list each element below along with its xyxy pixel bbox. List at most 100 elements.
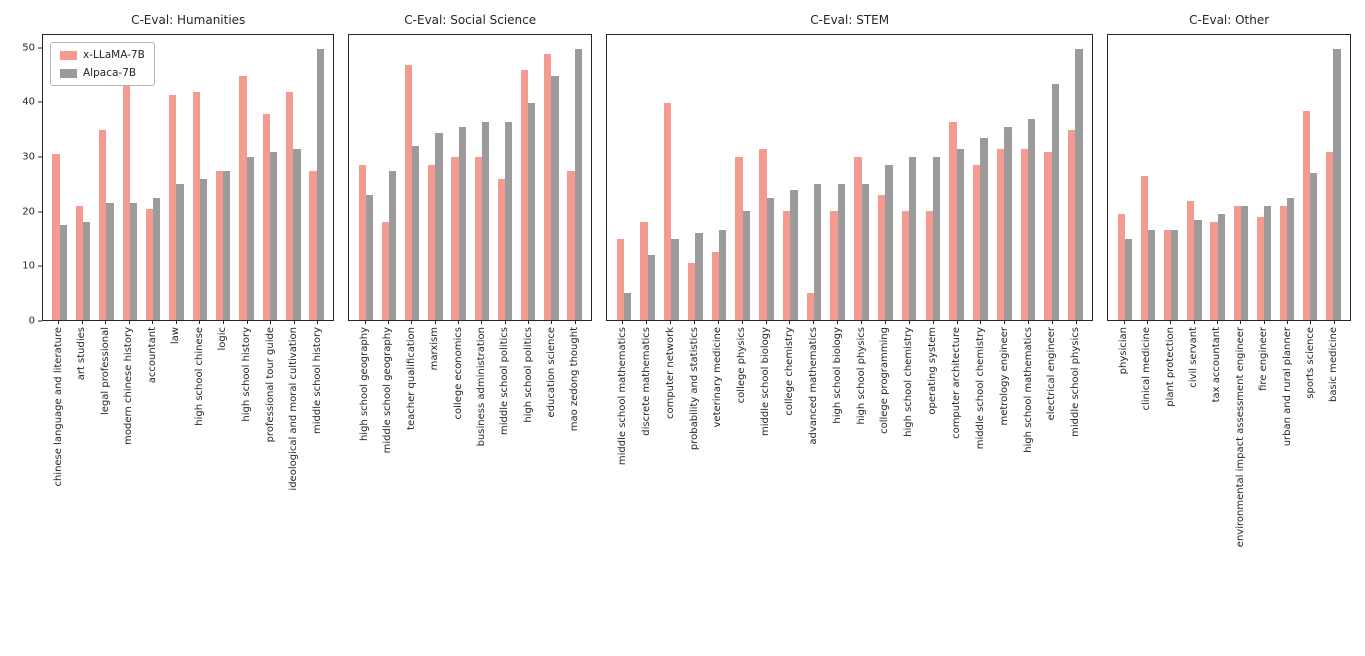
bar-x-LLaMA-7B xyxy=(1233,206,1241,320)
bar-x-LLaMA-7B xyxy=(99,130,107,320)
x-tick: high school chinese xyxy=(188,321,212,591)
bar-group xyxy=(517,35,540,320)
y-tick-label: 0 xyxy=(28,315,35,327)
plot-area xyxy=(348,34,593,321)
bar-group xyxy=(540,35,563,320)
bar-x-LLaMA-7B xyxy=(262,113,270,320)
bar-Alpaca-7B xyxy=(1004,127,1012,320)
x-tick-mark xyxy=(908,321,910,324)
y-tick: 30 xyxy=(22,152,42,163)
bars-container xyxy=(349,35,591,320)
subplot-other: C-Eval: Other physician clinical medicine… xyxy=(1107,10,1352,591)
x-tick: law xyxy=(165,321,189,591)
bar-Alpaca-7B xyxy=(1194,219,1202,320)
bar-x-LLaMA-7B xyxy=(309,170,317,320)
x-tick-mark xyxy=(364,321,366,324)
bar-Alpaca-7B xyxy=(1171,230,1179,320)
x-tick-label: legal professional xyxy=(99,327,111,415)
bar-x-LLaMA-7B xyxy=(567,170,575,320)
bar-Alpaca-7B xyxy=(153,197,161,320)
bar-x-LLaMA-7B xyxy=(192,92,200,320)
bar-Alpaca-7B xyxy=(59,225,67,320)
x-tick-mark xyxy=(884,321,886,324)
x-tick: art studies xyxy=(71,321,95,591)
x-tick-label: college physics xyxy=(736,327,748,404)
bar-x-LLaMA-7B xyxy=(1020,149,1028,320)
x-tick: college physics xyxy=(730,321,754,591)
x-tick-mark xyxy=(813,321,815,324)
bar-x-LLaMA-7B xyxy=(640,222,648,320)
x-tick: probability and statistics xyxy=(683,321,707,591)
x-tick: logic xyxy=(212,321,236,591)
y-tick: 40 xyxy=(22,97,42,108)
bar-x-LLaMA-7B xyxy=(381,222,390,320)
bar-x-LLaMA-7B xyxy=(474,157,482,320)
x-tick-label: high school chemistry xyxy=(903,327,915,437)
x-tick-mark xyxy=(317,321,319,324)
bar-Alpaca-7B xyxy=(718,230,727,320)
bar-Alpaca-7B xyxy=(435,132,443,320)
bar-x-LLaMA-7B xyxy=(1164,230,1172,320)
x-tick-mark xyxy=(387,321,389,324)
x-tick-label: tax accountant xyxy=(1211,327,1223,403)
bar-Alpaca-7B xyxy=(909,157,917,320)
bar-x-LLaMA-7B xyxy=(286,92,294,320)
bar-x-LLaMA-7B xyxy=(428,165,436,320)
x-tick-mark xyxy=(175,321,177,324)
x-tick: metrology engineer xyxy=(993,321,1017,591)
x-tick-label: high school mathematics xyxy=(1022,327,1034,453)
x-tick-mark xyxy=(246,321,248,324)
bar-Alpaca-7B xyxy=(1333,48,1341,320)
x-tick-mark xyxy=(670,321,672,324)
bar-x-LLaMA-7B xyxy=(973,165,981,320)
x-tick: middle school biology xyxy=(754,321,778,591)
bar-group xyxy=(401,35,424,320)
bar-group xyxy=(447,35,470,320)
x-tick-mark xyxy=(861,321,863,324)
x-tick-mark xyxy=(1146,321,1148,324)
bar-Alpaca-7B xyxy=(1027,119,1036,320)
x-tick: accountant xyxy=(141,321,165,591)
y-tick: 50 xyxy=(22,42,42,53)
x-tick-mark xyxy=(694,321,696,324)
bar-Alpaca-7B xyxy=(647,254,656,320)
bar-x-LLaMA-7B xyxy=(169,94,177,320)
bar-Alpaca-7B xyxy=(742,211,751,320)
bar-group xyxy=(969,35,993,320)
bar-x-LLaMA-7B xyxy=(1117,214,1125,320)
bar-x-LLaMA-7B xyxy=(1044,151,1052,320)
x-tick-label: business administration xyxy=(475,327,487,447)
x-tick: professional tour guide xyxy=(259,321,283,591)
x-tick-mark xyxy=(128,321,130,324)
x-tick: computer network xyxy=(659,321,683,591)
bar-group xyxy=(1276,35,1299,320)
bar-group xyxy=(354,35,377,320)
x-tick: teacher qualification xyxy=(400,321,423,591)
x-tick-mark xyxy=(270,321,272,324)
x-tick-mark xyxy=(789,321,791,324)
bars-container xyxy=(43,35,333,320)
bar-Alpaca-7B xyxy=(861,184,869,320)
bar-group xyxy=(683,35,707,320)
x-tick: discrete mathematics xyxy=(635,321,659,591)
x-tick: mao zedong thought xyxy=(564,321,587,591)
bar-Alpaca-7B xyxy=(505,121,513,320)
bar-Alpaca-7B xyxy=(293,149,301,320)
x-tick-label: high school history xyxy=(241,327,253,422)
bar-x-LLaMA-7B xyxy=(664,102,672,320)
x-tick-label: mao zedong thought xyxy=(569,327,581,432)
x-tick-label: operating system xyxy=(927,327,939,415)
x-tick: computer architecture xyxy=(945,321,969,591)
bars-container xyxy=(1108,35,1350,320)
x-tick-label: high school physics xyxy=(855,327,867,425)
bar-group xyxy=(141,35,164,320)
x-tick-mark xyxy=(980,321,982,324)
bar-x-LLaMA-7B xyxy=(358,165,366,320)
x-tick: electrical engineer xyxy=(1041,321,1065,591)
bar-Alpaca-7B xyxy=(528,102,536,320)
bar-group xyxy=(755,35,779,320)
x-tick-label: ideological and moral cultivation xyxy=(288,327,300,491)
x-tick-mark xyxy=(1333,321,1335,324)
bar-Alpaca-7B xyxy=(574,48,582,320)
bar-group xyxy=(563,35,586,320)
